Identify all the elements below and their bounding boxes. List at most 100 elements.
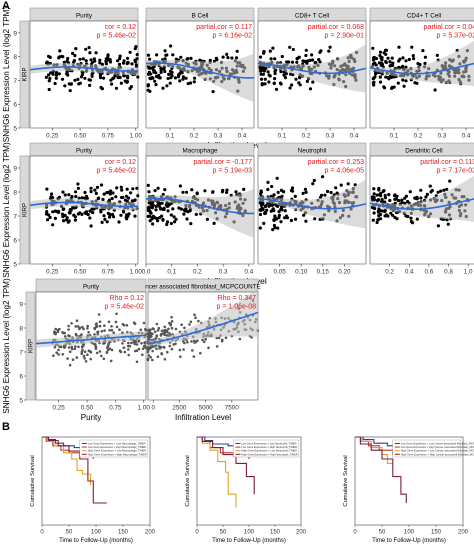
x-tick-label: 0.50: [74, 133, 87, 140]
data-point: [88, 83, 92, 87]
stat-label: p = 5.46e-02: [96, 33, 136, 40]
data-point: [379, 217, 383, 221]
data-point: [167, 72, 171, 76]
data-point: [339, 183, 343, 187]
y-tick-label: 5: [19, 398, 23, 405]
km-legend-label: High Gene Expression + High Macrophage_T…: [88, 452, 147, 456]
km-x-axis-title: Time to Follow-Up (months): [59, 538, 133, 544]
x-tick-label: 7500: [225, 405, 240, 412]
data-point: [372, 187, 376, 191]
data-point: [428, 184, 432, 188]
data-point: [397, 199, 401, 203]
data-point: [122, 346, 126, 350]
data-point: [287, 60, 291, 64]
y-tick-label: 7: [13, 214, 17, 221]
data-point: [164, 203, 168, 207]
km-x-tick-label: 150: [431, 530, 442, 536]
data-point: [68, 350, 72, 354]
data-point: [58, 345, 61, 349]
data-point: [147, 354, 151, 357]
data-point: [70, 347, 74, 351]
data-point: [185, 190, 189, 194]
data-point: [279, 70, 283, 74]
data-point: [297, 81, 301, 85]
data-point: [115, 325, 119, 329]
data-point: [261, 72, 265, 76]
data-point: [125, 199, 129, 203]
data-point: [54, 76, 58, 80]
km-curve-3: [197, 436, 237, 508]
data-point: [197, 319, 200, 323]
data-point: [54, 327, 57, 331]
data-point: [273, 77, 277, 81]
data-point: [304, 48, 308, 52]
data-point: [272, 218, 276, 223]
facet-strip-label: Purity: [76, 148, 93, 155]
data-point: [273, 214, 277, 218]
x-tick-label: 0.75: [109, 405, 122, 412]
data-point: [72, 213, 76, 217]
data-point: [151, 222, 155, 226]
x-tick-label: 5000: [199, 405, 214, 412]
data-point: [100, 62, 104, 66]
data-point: [76, 212, 80, 216]
data-point: [86, 324, 89, 328]
data-point: [125, 187, 129, 191]
data-point: [68, 363, 72, 367]
data-point: [63, 213, 67, 217]
data-point: [259, 208, 263, 212]
data-point: [60, 212, 65, 216]
data-point: [415, 217, 419, 221]
data-point: [76, 325, 80, 328]
data-point: [47, 54, 51, 58]
data-point: [288, 86, 292, 90]
data-point: [67, 328, 70, 331]
data-point: [225, 52, 229, 57]
data-point: [198, 58, 202, 62]
data-point: [217, 336, 221, 340]
x-tick-label: 0.50: [74, 269, 87, 276]
data-point: [74, 47, 78, 51]
x-tick-label: 0.3: [219, 269, 228, 276]
data-point: [104, 59, 108, 64]
data-point: [92, 57, 96, 61]
data-point: [93, 188, 97, 192]
data-point: [383, 193, 387, 197]
data-point: [61, 190, 65, 194]
data-point: [415, 81, 419, 85]
data-point: [125, 217, 129, 221]
data-point: [147, 337, 151, 341]
data-point: [162, 345, 165, 349]
data-point: [94, 345, 98, 349]
data-point: [70, 322, 73, 325]
data-point: [304, 219, 308, 223]
fit-line: [35, 334, 147, 345]
data-point: [201, 338, 204, 342]
data-point: [371, 81, 375, 85]
x-tick-label: 0.1: [390, 133, 399, 140]
data-point: [125, 213, 129, 217]
data-point: [202, 340, 206, 344]
fit-line: [369, 62, 474, 75]
data-point: [272, 209, 276, 213]
data-point: [91, 211, 95, 215]
data-point: [146, 183, 150, 187]
data-point: [81, 57, 85, 61]
data-point: [178, 184, 182, 188]
data-point: [259, 69, 263, 73]
data-point: [136, 194, 140, 198]
x-tick-label: 1.00: [130, 133, 143, 140]
data-point: [430, 188, 434, 193]
data-point: [190, 340, 193, 343]
km-x-axis-title: Time to Follow-Up (months): [212, 538, 286, 544]
x-tick-label: 0.2: [414, 133, 423, 140]
data-point: [80, 73, 84, 77]
x-tick-label: 0.0: [142, 269, 151, 276]
data-point: [170, 320, 174, 323]
data-point: [380, 199, 384, 203]
data-point: [371, 46, 375, 50]
stat-label: partial.cor = 0.253: [308, 159, 364, 166]
x-tick-label: 0.75: [102, 269, 115, 276]
data-point: [154, 336, 158, 340]
data-point: [204, 337, 207, 341]
